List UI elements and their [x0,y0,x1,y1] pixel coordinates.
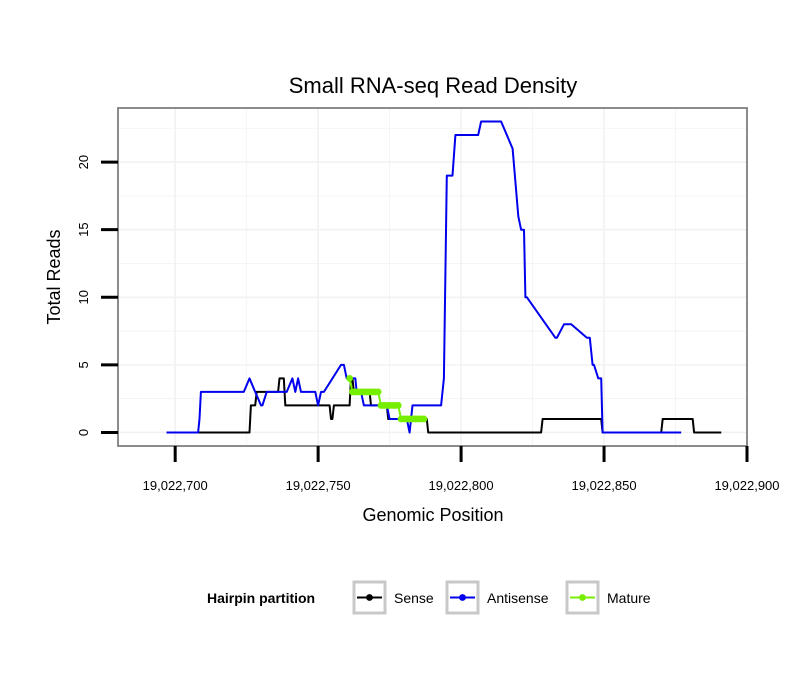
x-tick-label: 19,022,800 [429,478,494,493]
legend: Hairpin partition Sense Antisense Mature [207,580,651,615]
chart-title: Small RNA-seq Read Density [289,73,578,98]
panel-background [118,108,747,446]
legend-label: Antisense [487,590,549,606]
legend-item-mature: Mature [565,580,651,615]
mature-point [374,388,382,396]
x-tick-label: 19,022,700 [143,478,208,493]
legend-key-point [579,594,586,601]
y-tick-label: 20 [76,155,91,169]
x-tick-label: 19,022,750 [286,478,351,493]
y-tick-label: 15 [76,222,91,236]
series-line-antisense [166,120,682,434]
legend-title: Hairpin partition [207,590,315,606]
legend-key-point [366,594,373,601]
y-axis: 0 5 10 15 20 [76,155,118,436]
x-axis: 19,022,700 19,022,750 19,022,800 19,022,850… [143,446,780,493]
legend-item-sense: Sense [352,580,434,615]
legend-label: Sense [394,590,434,606]
plot-panel [117,107,748,447]
y-tick-label: 10 [76,290,91,304]
y-tick-label: 5 [76,361,91,368]
x-axis-title: Genomic Position [362,505,503,525]
legend-label: Mature [607,590,651,606]
x-tick-label: 19,022,900 [714,478,779,493]
mature-point [420,415,428,423]
mature-point [346,375,353,382]
legend-key-point [459,594,466,601]
x-tick-label: 19,022,850 [572,478,637,493]
panel-border [117,107,748,447]
series-layer [166,120,722,434]
y-tick-label: 0 [76,429,91,436]
legend-item-antisense: Antisense [445,580,549,615]
mature-point [394,402,402,409]
y-axis-title: Total Reads [44,229,64,324]
